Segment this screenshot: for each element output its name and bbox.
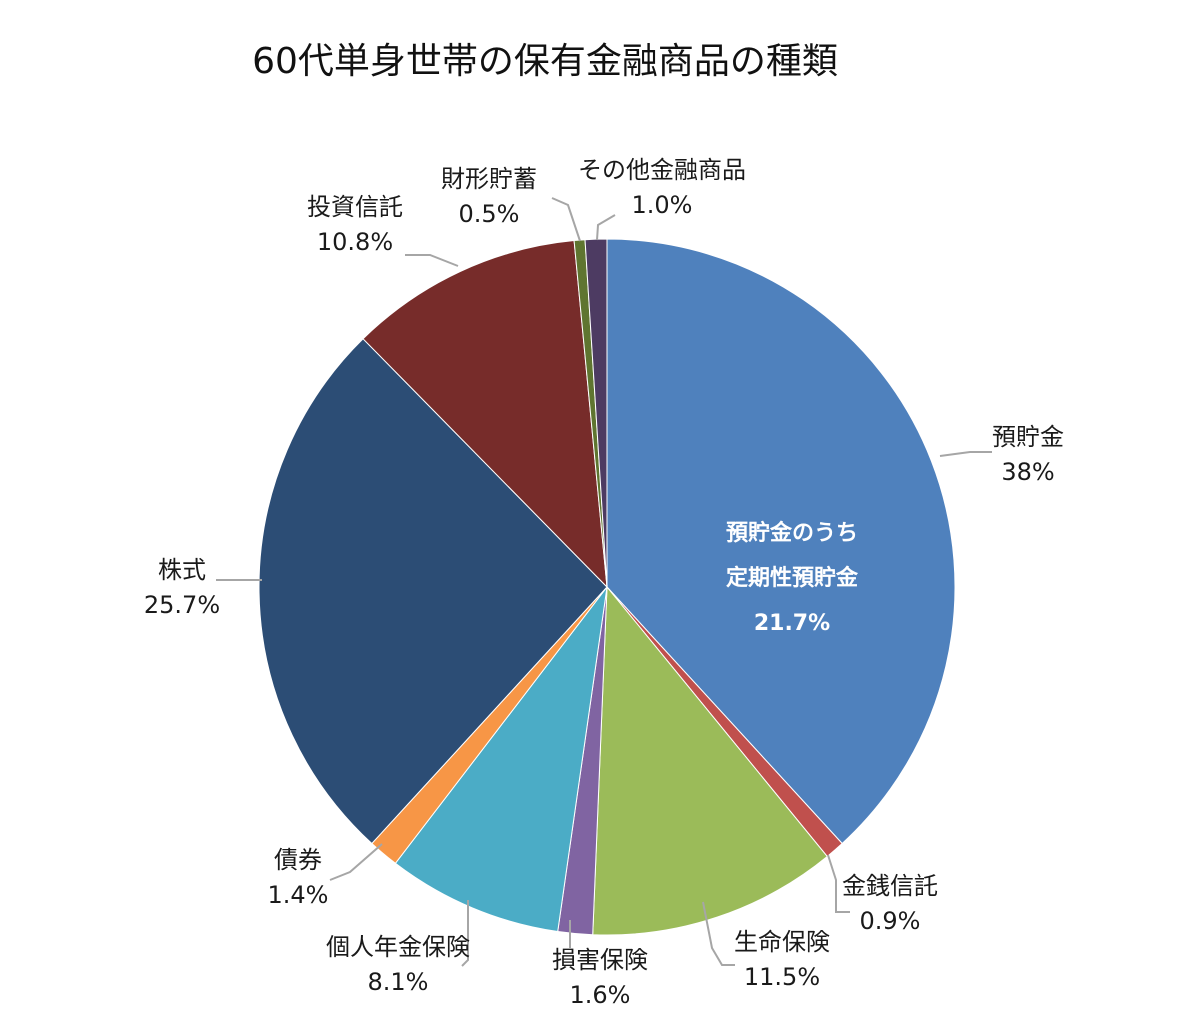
leader-lines <box>216 197 992 967</box>
slice-value-label-1: 0.9% <box>860 907 921 935</box>
slice-value-label-4: 8.1% <box>368 968 429 996</box>
slice-value-label-9: 1.0% <box>632 191 693 219</box>
pie-slice-6 <box>258 338 608 845</box>
slice-name-label-8: 財形貯蓄 <box>441 165 537 193</box>
leader-line-5 <box>329 843 383 881</box>
slice-name-label-6: 株式 <box>158 556 206 584</box>
pie-slice-0 <box>606 238 956 845</box>
inner-annotation: 預貯金のうち 定期性預貯金 21.7% <box>726 520 859 636</box>
leader-line-0 <box>939 451 992 457</box>
slice-name-label-7: 投資信託 <box>307 193 403 221</box>
slice-name-label-9: その他金融商品 <box>578 156 746 184</box>
slice-value-label-8: 0.5% <box>459 200 520 228</box>
pie-slice-4 <box>394 585 608 933</box>
chart-title: 60代単身世帯の保有金融商品の種類 <box>252 41 838 82</box>
pie-slice-7 <box>362 240 608 589</box>
slice-name-label-1: 金銭信託 <box>842 872 938 900</box>
slice-value-label-7: 10.8% <box>317 228 393 256</box>
leader-line-8 <box>551 197 581 242</box>
slice-labels: 預貯金 38% 金銭信託 0.9% 生命保険 11.5% 損害保険 1.6% 個人年金保険 8.1… <box>144 156 1064 1009</box>
slice-name-label-3: 損害保険 <box>552 946 648 974</box>
leader-line-9 <box>596 214 616 241</box>
slice-value-label-5: 1.4% <box>268 881 329 909</box>
annotation-line1: 預貯金のうち <box>726 520 858 546</box>
slice-name-label-4: 個人年金保険 <box>326 933 470 961</box>
leader-line-1 <box>827 854 850 913</box>
leader-line-2 <box>702 901 735 966</box>
slice-value-label-6: 25.7% <box>144 591 220 619</box>
pie-slice-9 <box>584 238 608 588</box>
slice-value-label-3: 1.6% <box>570 981 631 1009</box>
leader-line-7 <box>405 254 459 267</box>
leader-line-4 <box>461 900 469 967</box>
pie-slices <box>258 238 956 936</box>
slice-name-label-0: 預貯金 <box>992 423 1064 451</box>
slice-name-label-2: 生命保険 <box>734 928 830 956</box>
annotation-value: 21.7% <box>754 611 830 636</box>
annotation-line2: 定期性預貯金 <box>726 565 859 591</box>
slice-value-label-0: 38% <box>1001 458 1054 486</box>
slice-value-label-2: 11.5% <box>744 963 820 991</box>
pie-slice-2 <box>592 585 828 936</box>
slice-name-label-5: 債券 <box>274 846 322 874</box>
